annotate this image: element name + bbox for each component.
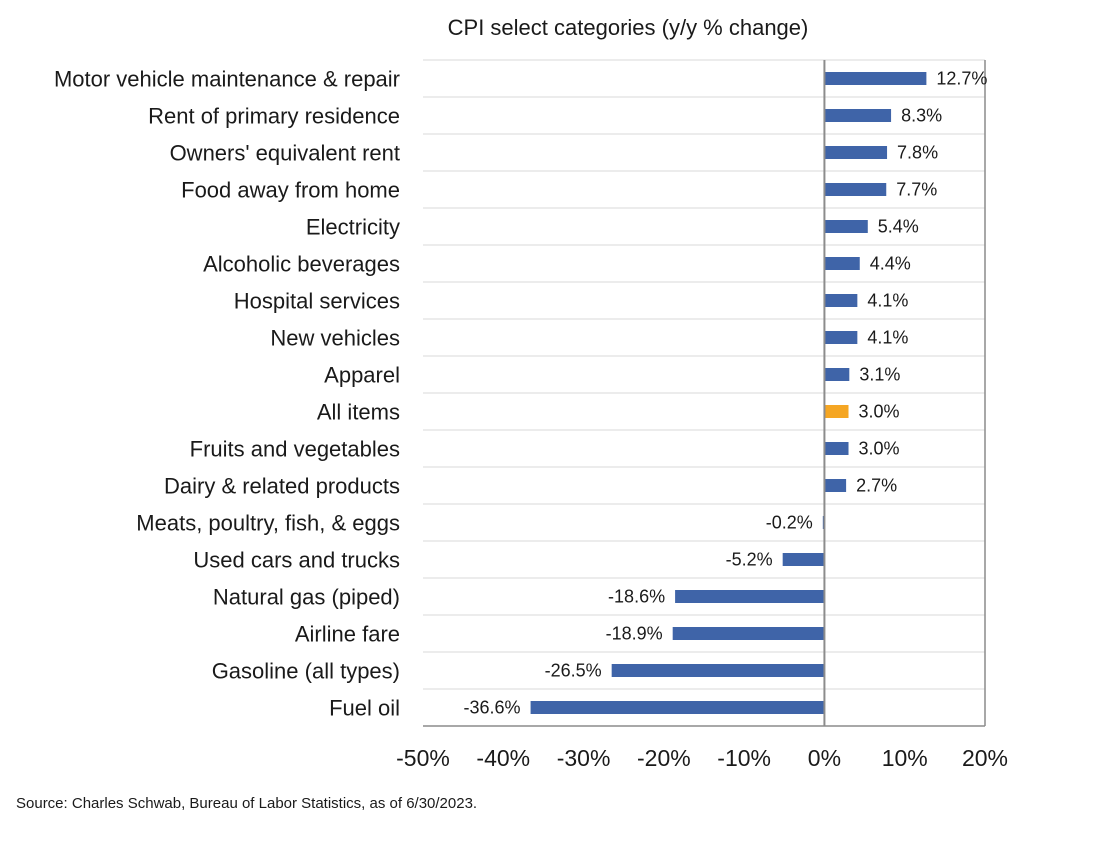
data-label: 12.7% <box>936 69 987 89</box>
category-label: Alcoholic beverages <box>203 252 400 277</box>
bar <box>782 553 825 566</box>
category-label: Used cars and trucks <box>193 548 400 573</box>
x-tick-label: -50% <box>396 745 450 771</box>
data-label: 4.4% <box>870 254 911 274</box>
axes <box>423 60 986 727</box>
data-label: -26.5% <box>545 661 602 681</box>
bar <box>824 72 927 85</box>
category-label: Food away from home <box>181 178 400 203</box>
category-label: Motor vehicle maintenance & repair <box>54 67 400 92</box>
category-label: Fruits and vegetables <box>190 437 400 462</box>
x-tick-label: 0% <box>808 745 841 771</box>
bar <box>672 627 825 640</box>
data-label: -0.2% <box>766 513 813 533</box>
x-tick-label: -30% <box>557 745 611 771</box>
bar <box>824 479 847 492</box>
data-label: 5.4% <box>878 217 919 237</box>
x-tick-label: 20% <box>962 745 1008 771</box>
bar <box>824 183 887 196</box>
category-label: Apparel <box>324 363 400 388</box>
data-label: -18.9% <box>606 624 663 644</box>
bars <box>530 72 927 714</box>
category-label: Rent of primary residence <box>148 104 400 129</box>
bar <box>824 257 860 270</box>
bar <box>824 405 849 418</box>
grid-lines <box>423 59 985 727</box>
bar <box>675 590 825 603</box>
source-note: Source: Charles Schwab, Bureau of Labor … <box>16 795 478 812</box>
bar <box>824 146 888 159</box>
cpi-bar-chart: CPI select categories (y/y % change) Mot… <box>54 15 1008 771</box>
data-label: 3.1% <box>859 365 900 385</box>
category-labels: Motor vehicle maintenance & repair Rent o… <box>54 67 400 721</box>
chart-title: CPI select categories (y/y % change) <box>448 15 809 40</box>
data-label: 4.1% <box>867 328 908 348</box>
x-tick-label: -40% <box>476 745 530 771</box>
bar <box>824 109 892 122</box>
x-tick-labels: -50% -40% -30% -20% -10% 0% 10% 20% <box>396 745 1008 771</box>
data-label: 3.0% <box>859 402 900 422</box>
category-label: Airline fare <box>295 622 400 647</box>
category-label: All items <box>317 400 400 425</box>
x-tick-label: -10% <box>717 745 771 771</box>
data-label: -5.2% <box>726 550 773 570</box>
x-tick-label: 10% <box>882 745 928 771</box>
data-label: 3.0% <box>859 439 900 459</box>
category-label: Dairy & related products <box>164 474 400 499</box>
category-label: Meats, poultry, fish, & eggs <box>136 511 400 536</box>
bar <box>611 664 825 677</box>
data-label: 7.8% <box>897 143 938 163</box>
bar <box>824 294 858 307</box>
data-label: 7.7% <box>896 180 937 200</box>
category-label: Owners' equivalent rent <box>170 141 400 166</box>
bar <box>824 220 868 233</box>
data-label: 2.7% <box>856 476 897 496</box>
bar <box>530 701 825 714</box>
category-label: Gasoline (all types) <box>212 659 400 684</box>
data-label: -36.6% <box>464 698 521 718</box>
bar <box>824 331 858 344</box>
category-label: Fuel oil <box>329 696 400 721</box>
category-label: Electricity <box>306 215 400 240</box>
category-label: Hospital services <box>234 289 400 314</box>
bar <box>824 368 850 381</box>
category-label: Natural gas (piped) <box>213 585 400 610</box>
data-labels: 12.7% 8.3% 7.8% 7.7% 5.4% 4.4% 4.1% 4.1% 3.1% 3.0… <box>464 69 988 718</box>
bar <box>824 442 849 455</box>
category-label: New vehicles <box>270 326 400 351</box>
data-label: -18.6% <box>608 587 665 607</box>
data-label: 8.3% <box>901 106 942 126</box>
x-tick-label: -20% <box>637 745 691 771</box>
data-label: 4.1% <box>867 291 908 311</box>
